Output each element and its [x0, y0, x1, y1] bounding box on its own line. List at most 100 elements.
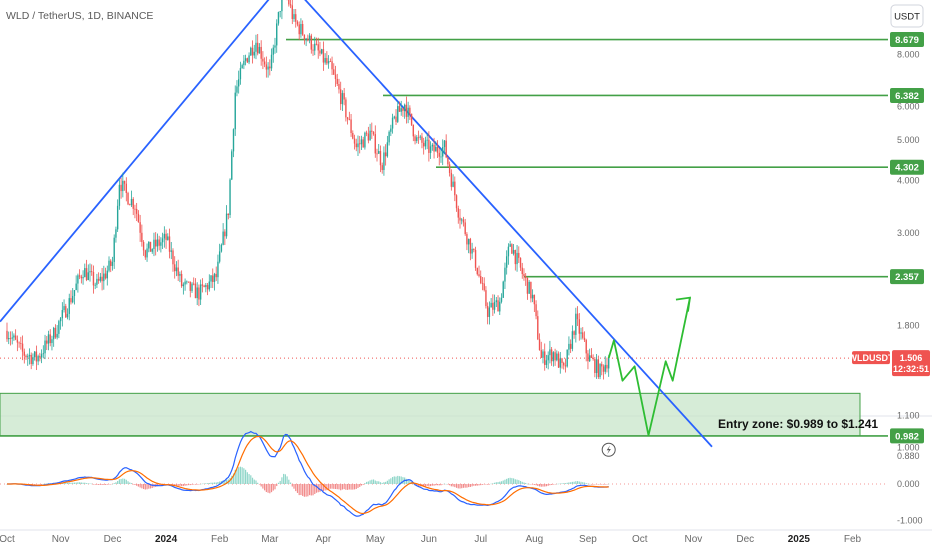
macd-histogram-bar [286, 476, 288, 484]
macd-histogram-bar [587, 483, 589, 485]
macd-line [7, 430, 609, 517]
candle-body [547, 355, 549, 361]
candle-body [146, 248, 148, 258]
candle-body [417, 137, 420, 139]
macd-histogram-bar [474, 484, 477, 486]
candle-body [471, 248, 473, 254]
candle-body [135, 208, 138, 214]
candle-body [187, 281, 190, 283]
candle-body [607, 358, 610, 369]
candle-body [604, 364, 606, 372]
candle-body [149, 241, 152, 252]
currency-button-label[interactable]: USDT [894, 12, 920, 23]
macd-histogram-bar [149, 484, 152, 489]
candle-body [414, 136, 416, 142]
macd-histogram-bar [66, 482, 69, 484]
macd-histogram-bar [549, 484, 551, 486]
macd-histogram-bar [291, 484, 293, 487]
macd-y-tick-label: 1.000 [897, 443, 920, 453]
macd-histogram-bar [407, 479, 409, 484]
macd-histogram-bar [606, 484, 608, 485]
currency-button-frame[interactable] [890, 4, 924, 28]
macd-histogram-bar [206, 483, 209, 484]
macd-histogram-bar [98, 484, 100, 485]
macd-histogram-bar [393, 476, 395, 484]
candle-body [442, 147, 444, 157]
macd-histogram-bar [485, 484, 487, 485]
macd-histogram-bar [466, 484, 468, 488]
candle-body [113, 237, 115, 262]
candle-body [481, 282, 484, 284]
x-axis[interactable]: Oct Nov Dec 2024 Feb Mar Apr May Jun Jul Aug Sep Oct… [0, 534, 862, 545]
candle-body [227, 213, 230, 216]
macd-histogram-bar [104, 484, 107, 485]
candle-body [276, 23, 278, 46]
candle-body [201, 284, 204, 286]
candle-body [378, 151, 380, 154]
candle-body [132, 198, 134, 209]
candle-body [251, 47, 254, 56]
macd-histogram-bar [364, 483, 366, 484]
x-tick-label: Aug [525, 534, 543, 545]
macd-histogram-bar [96, 484, 98, 485]
candle-body [106, 270, 108, 279]
macd-histogram-bar [40, 484, 43, 485]
macd-histogram-bar [94, 484, 96, 485]
macd-histogram-bar [352, 484, 354, 490]
candle-body [163, 233, 166, 239]
candle-body [244, 58, 247, 61]
candle-body [70, 298, 72, 303]
candle-body [110, 260, 112, 266]
y-tick-label: 6.000 [897, 102, 920, 112]
macd-histogram-bar [547, 484, 549, 486]
candle-body [222, 231, 224, 245]
candle-body [160, 242, 162, 246]
macd-histogram-bar [79, 482, 81, 484]
candle-body [438, 152, 440, 157]
macd-histogram-bar [175, 484, 178, 486]
candle-body [289, 4, 292, 6]
macd-histogram-bar [203, 483, 205, 484]
candle-body [499, 301, 501, 312]
candle-body [47, 334, 50, 344]
candle-body [376, 153, 378, 155]
macd-histogram-bar [452, 484, 454, 487]
candle-body [502, 281, 504, 298]
candle-body [478, 274, 480, 277]
x-tick-label: Sep [579, 534, 597, 545]
candle-body [208, 281, 210, 290]
price-labels-layer: 12.1248.6796.3824.3022.3570.982WLDUSDT1.… [849, 32, 930, 444]
lightning-glyph [606, 445, 611, 455]
candle-body [606, 364, 608, 369]
macd-histogram-bar [571, 481, 573, 484]
candle-body [364, 132, 366, 148]
macd-histogram-bar [386, 480, 388, 484]
y-axis[interactable]: 14.00011.0008.0006.0005.0004.0003.0001.8… [897, 0, 925, 526]
macd-histogram-bar [481, 484, 484, 485]
y-tick-label: 11.000 [897, 0, 924, 1]
macd-histogram-bar [582, 482, 584, 484]
candle-body [234, 92, 236, 130]
x-tick-label: Feb [211, 534, 229, 545]
macd-histogram-bar [462, 484, 465, 488]
candle-body [550, 349, 553, 362]
level-price-text: 6.382 [895, 91, 919, 102]
macd-histogram-bar [80, 482, 82, 484]
candle-body [407, 107, 409, 117]
macd-histogram-bar [409, 480, 411, 484]
candle-body [576, 313, 579, 320]
macd-histogram-bar [312, 484, 314, 496]
macd-histogram-bar [559, 483, 561, 484]
candle-body [80, 276, 83, 279]
candle-body [137, 213, 140, 223]
macd-histogram-bar [436, 484, 439, 486]
macd-histogram-bar [111, 483, 114, 485]
candle-body [447, 157, 449, 165]
candle-body [583, 337, 586, 341]
candle-body [585, 340, 587, 354]
macd-histogram-bar [257, 482, 259, 484]
currency-button[interactable]: USDT [890, 4, 924, 28]
candle-body [182, 284, 185, 287]
candle-body [65, 306, 67, 318]
candle-body [23, 351, 25, 356]
